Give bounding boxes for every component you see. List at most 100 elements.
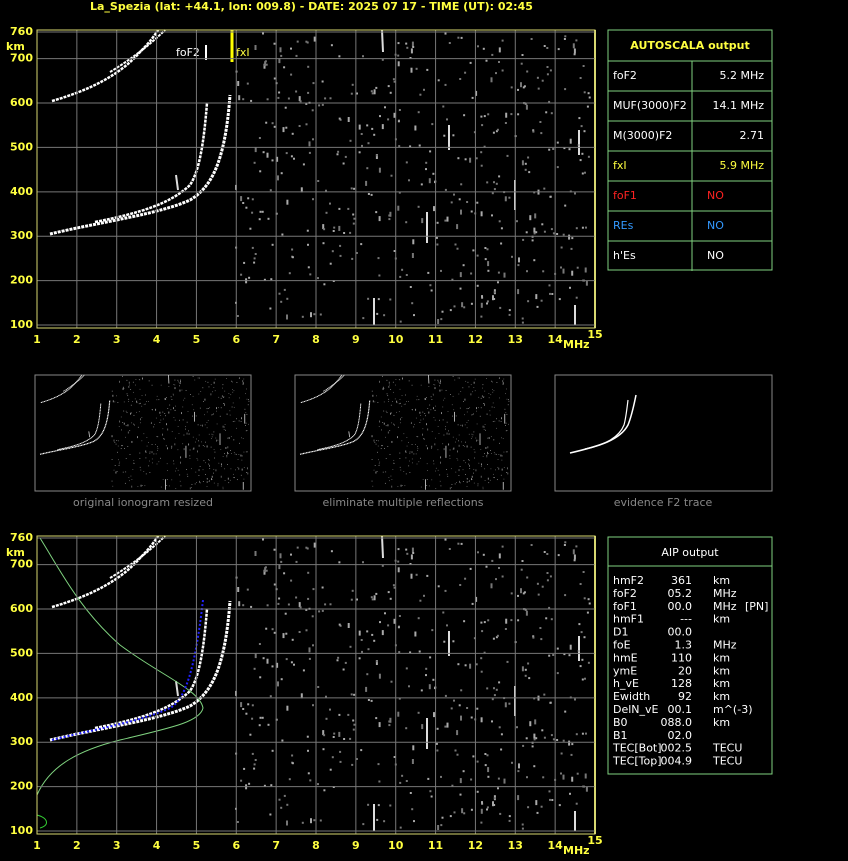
y-tick-label: 500 xyxy=(10,646,33,659)
page-title: La_Spezia (lat: +44.1, lon: 009.8) - DAT… xyxy=(90,0,533,13)
aip-cell: 02.0 xyxy=(668,729,693,742)
aip-cell: 00.0 xyxy=(668,600,693,613)
aip-cell: foF2 xyxy=(613,587,637,600)
y-tick-label: 600 xyxy=(10,96,33,109)
profile-curve xyxy=(36,537,204,796)
y-tick-label: 400 xyxy=(10,691,33,704)
aip-cell: 004.9 xyxy=(661,755,693,768)
thumbnail-caption: original ionogram resized xyxy=(73,496,213,509)
x-tick-label: 13 xyxy=(508,333,523,346)
aip-cell: 20 xyxy=(678,664,692,677)
thumbnail-caption: eliminate multiple reflections xyxy=(323,496,484,509)
aip-cell: TECU xyxy=(712,742,742,755)
param-name: REs xyxy=(613,219,634,232)
y-unit: km xyxy=(6,40,25,53)
y-tick-label: 200 xyxy=(10,274,33,287)
param-value: 2.71 xyxy=(740,129,765,142)
aip-cell: 92 xyxy=(678,690,692,703)
aip-cell: MHz xyxy=(713,587,737,600)
aip-cell: 002.5 xyxy=(661,742,693,755)
aip-cell: TEC[Bot] xyxy=(612,742,662,755)
x-tick-label: 1 xyxy=(33,333,41,346)
x-tick-label: 7 xyxy=(272,333,280,346)
x-tick-label: 4 xyxy=(153,333,161,346)
x-tick-label: 11 xyxy=(428,839,443,852)
param-name: fxI xyxy=(613,159,627,172)
aip-cell: Ewidth xyxy=(613,690,650,703)
y-tick-label: 700 xyxy=(10,52,33,65)
x-tick-label: 8 xyxy=(312,839,320,852)
aip-cell: TECU xyxy=(712,755,742,768)
x-tick-label: 5 xyxy=(193,839,201,852)
plot-frame xyxy=(36,29,596,329)
aip-cell: km xyxy=(713,716,730,729)
fxi-label: fxI xyxy=(236,46,250,59)
aip-cell: m^(-3) xyxy=(713,703,752,716)
thumbnail-caption: evidence F2 trace xyxy=(614,496,713,509)
y-tick-label: 760 xyxy=(10,531,33,544)
aip-cell: TEC[Top] xyxy=(612,755,662,768)
y-tick-label: 300 xyxy=(10,735,33,748)
x-tick-label: 3 xyxy=(113,839,121,852)
plot-frame xyxy=(36,535,596,835)
x-tick-label: 14 xyxy=(547,333,563,346)
param-name: MUF(3000)F2 xyxy=(613,99,687,112)
x-tick-label: 2 xyxy=(73,333,81,346)
aip-cell: MHz xyxy=(713,639,737,652)
fitted-trace xyxy=(51,599,204,741)
y-unit: km xyxy=(6,546,25,559)
param-value: NO xyxy=(707,249,724,262)
x-tick-label: 1 xyxy=(33,839,41,852)
param-name: M(3000)F2 xyxy=(613,129,672,142)
x-tick-label: 6 xyxy=(232,333,240,346)
param-name: foF2 xyxy=(613,69,637,82)
aip-cell: hmE xyxy=(613,651,638,664)
fof2-label: foF2 xyxy=(176,46,200,59)
aip-title: AIP output xyxy=(661,546,719,559)
autoscala-box xyxy=(607,29,773,271)
aip-box xyxy=(607,536,773,775)
x-tick-label: 12 xyxy=(468,839,483,852)
x-tick-label: 5 xyxy=(193,333,201,346)
x-tick-label: 15 xyxy=(587,834,602,847)
aip-cell: km xyxy=(713,677,730,690)
aip-cell: DelN_vE xyxy=(613,703,659,716)
x-tick-label: 6 xyxy=(232,839,240,852)
aip-cell: 110 xyxy=(671,651,692,664)
aip-cell: MHz xyxy=(713,600,737,613)
x-tick-label: 3 xyxy=(113,333,121,346)
aip-cell: D1 xyxy=(613,626,628,639)
x-tick-label: 12 xyxy=(468,333,483,346)
param-value: NO xyxy=(707,189,724,202)
aip-cell: h_vE xyxy=(613,677,639,690)
autoscala-title: AUTOSCALA output xyxy=(630,39,749,52)
aip-cell: km xyxy=(713,664,730,677)
y-tick-label: 700 xyxy=(10,558,33,571)
param-value: NO xyxy=(707,219,724,232)
x-tick-label: 8 xyxy=(312,333,320,346)
aip-cell: 00.0 xyxy=(668,626,693,639)
aip-cell: 1.3 xyxy=(675,639,693,652)
y-tick-label: 200 xyxy=(10,780,33,793)
aip-cell: 00.1 xyxy=(668,703,693,716)
y-tick-label: 600 xyxy=(10,602,33,615)
aip-cell: km xyxy=(713,651,730,664)
thumbnail-1 xyxy=(34,374,252,492)
profile-curve-low xyxy=(36,814,47,829)
x-tick-label: 2 xyxy=(73,839,81,852)
y-tick-label: 100 xyxy=(10,318,33,331)
param-value: 14.1 MHz xyxy=(712,99,764,112)
thumbnail-3 xyxy=(554,374,773,492)
aip-cell: foE xyxy=(613,639,631,652)
aip-cell: km xyxy=(713,613,730,626)
param-name: foF1 xyxy=(613,189,637,202)
x-tick-label: 9 xyxy=(352,839,360,852)
y-tick-label: 500 xyxy=(10,140,33,153)
x-tick-label: 10 xyxy=(388,839,404,852)
x-tick-label: 4 xyxy=(153,839,161,852)
x-tick-label: 13 xyxy=(508,839,523,852)
aip-cell: foF1 xyxy=(613,600,637,613)
x-unit: MHz xyxy=(563,338,590,351)
x-tick-label: 10 xyxy=(388,333,404,346)
